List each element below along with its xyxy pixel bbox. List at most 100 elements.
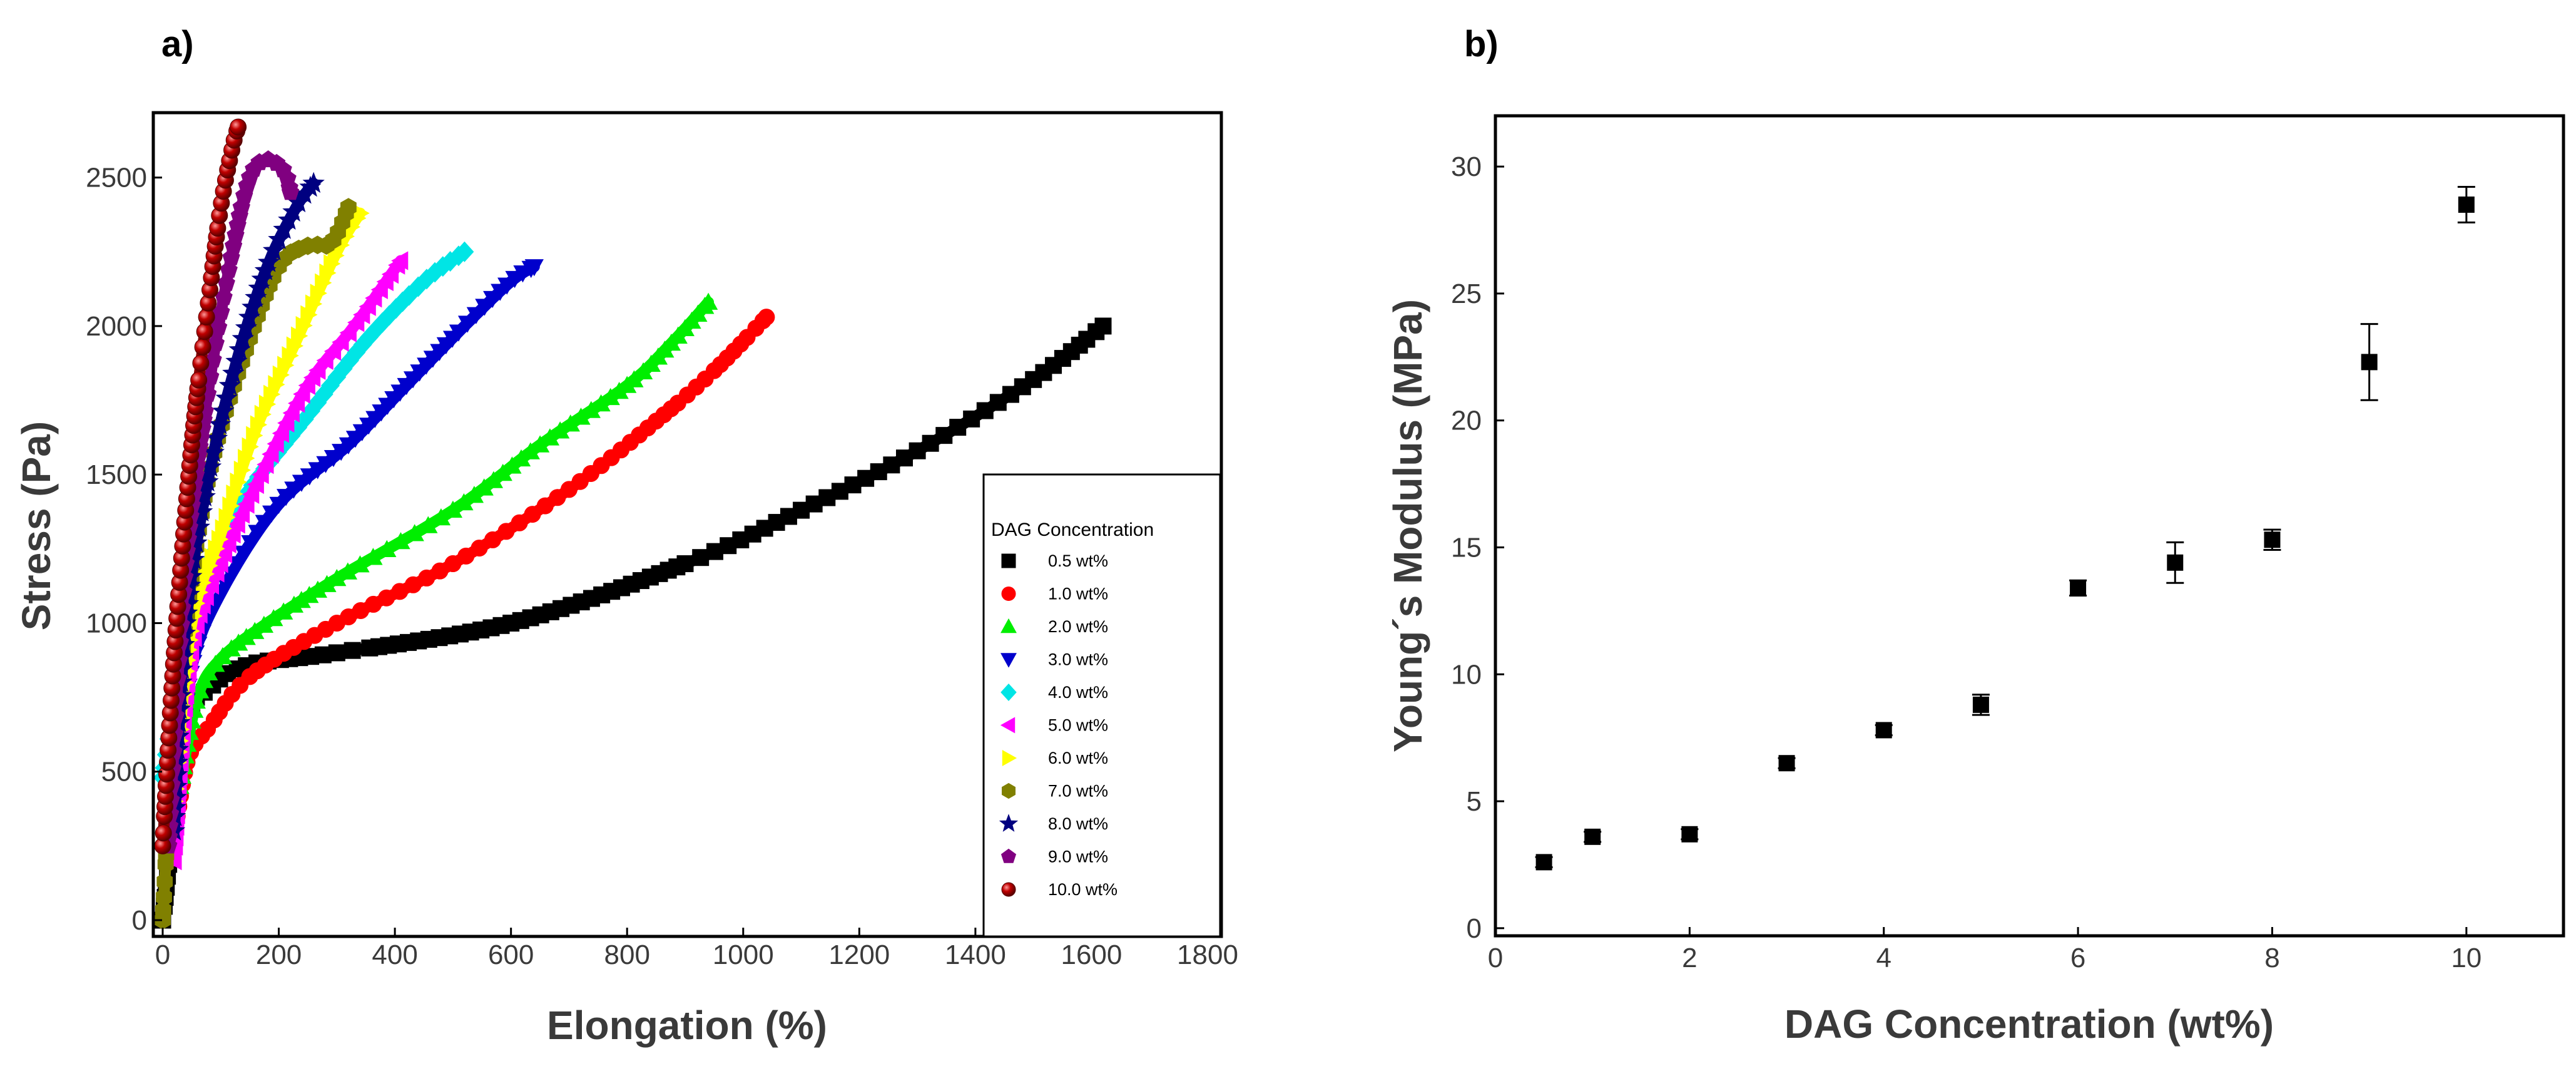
data-point [2167,554,2184,571]
legend: DAG Concentration 0.5 wt% 1.0 wt% 2.0 wt% 3… [982,473,1221,938]
data-point [457,315,477,333]
x-tick-label-b: 4 [1876,943,1891,973]
x-ticks-b: 0 2 4 6 8 10 [1488,927,2482,973]
x-tick-label-a: 600 [488,940,534,970]
data-point [332,332,349,352]
data-point [457,547,475,565]
y-tick-label-a: 0 [132,905,147,936]
legend-items: 0.5 wt% 1.0 wt% 2.0 wt% 3.0 wt% 4.0 wt% 5.0 w… [999,551,1117,899]
y-ticks-a: 0 500 1000 1500 2000 2500 [86,163,162,936]
y-tick-label-b: 30 [1451,151,1482,182]
y-tick-label-b: 15 [1451,532,1482,563]
data-point [475,299,494,316]
series-10-0-wt [154,118,247,854]
x-tick-label-a: 1800 [1177,940,1238,970]
legend-label: 0.5 wt% [1048,551,1108,570]
y-ticks-b: 0 5 10 15 20 25 30 [1451,151,1504,944]
data-point [230,118,247,136]
data-point [316,351,333,371]
modulus-point [2457,186,2475,223]
data-point [2070,580,2087,597]
modulus-point [2360,323,2378,401]
data-point [247,474,264,495]
data-point [155,824,172,842]
y-tick-label-b: 5 [1467,786,1482,817]
data-point [194,338,211,356]
legend-label: 7.0 wt% [1048,782,1108,801]
data-point [156,888,172,907]
data-point [225,350,248,371]
data-point [292,474,312,492]
x-tick-label-a: 400 [372,940,417,970]
data-point [201,575,219,595]
data-point [308,361,326,380]
data-point [1094,317,1112,335]
data-point [155,901,171,920]
data-point [339,323,357,342]
y-tick-label-a: 2000 [86,311,147,342]
data-point [269,496,288,514]
data-point [377,540,397,557]
data-point [262,444,279,464]
data-point [208,413,232,434]
data-point [302,172,325,193]
y-axis-title-b: Young´s Modulus (MPa) [1385,299,1430,752]
data-point [262,505,282,523]
data-point [2264,531,2281,548]
data-point [287,394,305,413]
data-point [1584,828,1601,845]
data-point [267,434,284,454]
legend-item-8-0-wt: 8.0 wt% [999,814,1108,833]
legend-item-1-0-wt: 1.0 wt% [1001,585,1108,603]
data-point [284,481,303,499]
plot-frame-b [1494,114,2565,938]
data-point [365,289,382,308]
data-point [1778,755,1795,772]
y-tick-label-b: 0 [1467,913,1482,944]
legend-marker [1000,717,1016,734]
x-tick-label-a: 1000 [713,940,774,970]
data-point [215,386,238,408]
modulus-point [1584,828,1602,845]
panel-a-label: a) [161,24,194,64]
x-tick-label-b: 2 [1682,943,1697,973]
data-point [196,323,213,341]
youngs-modulus-chart: b) 0 2 4 6 8 10 0 5 10 15 20 25 30 DAG Concentratio… [1385,24,2565,1047]
plot-frame-a [151,111,1223,938]
data-point [2361,354,2378,371]
data-point [340,198,357,217]
data-point [758,309,775,326]
data-point [418,569,435,587]
x-axis-title-b: DAG Concentration (wt%) [1784,1002,2274,1047]
data-point [455,241,474,262]
data-point [511,514,528,531]
data-point [2458,196,2475,213]
data-point [471,540,488,557]
data-point [359,297,376,316]
legend-marker [1001,882,1016,897]
data-point [190,371,208,389]
data-point [524,506,541,523]
legend-item-2-0-wt: 2.0 wt% [1000,617,1108,636]
data-point [692,549,710,566]
data-point [242,484,260,504]
legend-label: 10.0 wt% [1048,880,1117,899]
data-point [1875,722,1892,739]
y-tick-label-a: 1000 [86,608,147,638]
legend-item-6-0-wt: 6.0 wt% [1002,749,1108,767]
legend-item-5-0-wt: 5.0 wt% [1000,716,1108,735]
data-point [234,545,253,563]
legend-marker [1000,683,1017,702]
y-tick-label-b: 10 [1451,659,1482,690]
data-point [484,531,501,548]
x-tick-label-b: 10 [2451,943,2482,973]
data-point [281,183,300,200]
data-point [676,555,694,573]
legend-title: DAG Concentration [991,520,1154,540]
data-point [199,663,218,680]
modulus-point [2263,528,2281,551]
data-point [549,489,566,506]
data-point [257,250,280,272]
data-point [252,465,269,484]
x-tick-label-b: 0 [1488,943,1503,973]
